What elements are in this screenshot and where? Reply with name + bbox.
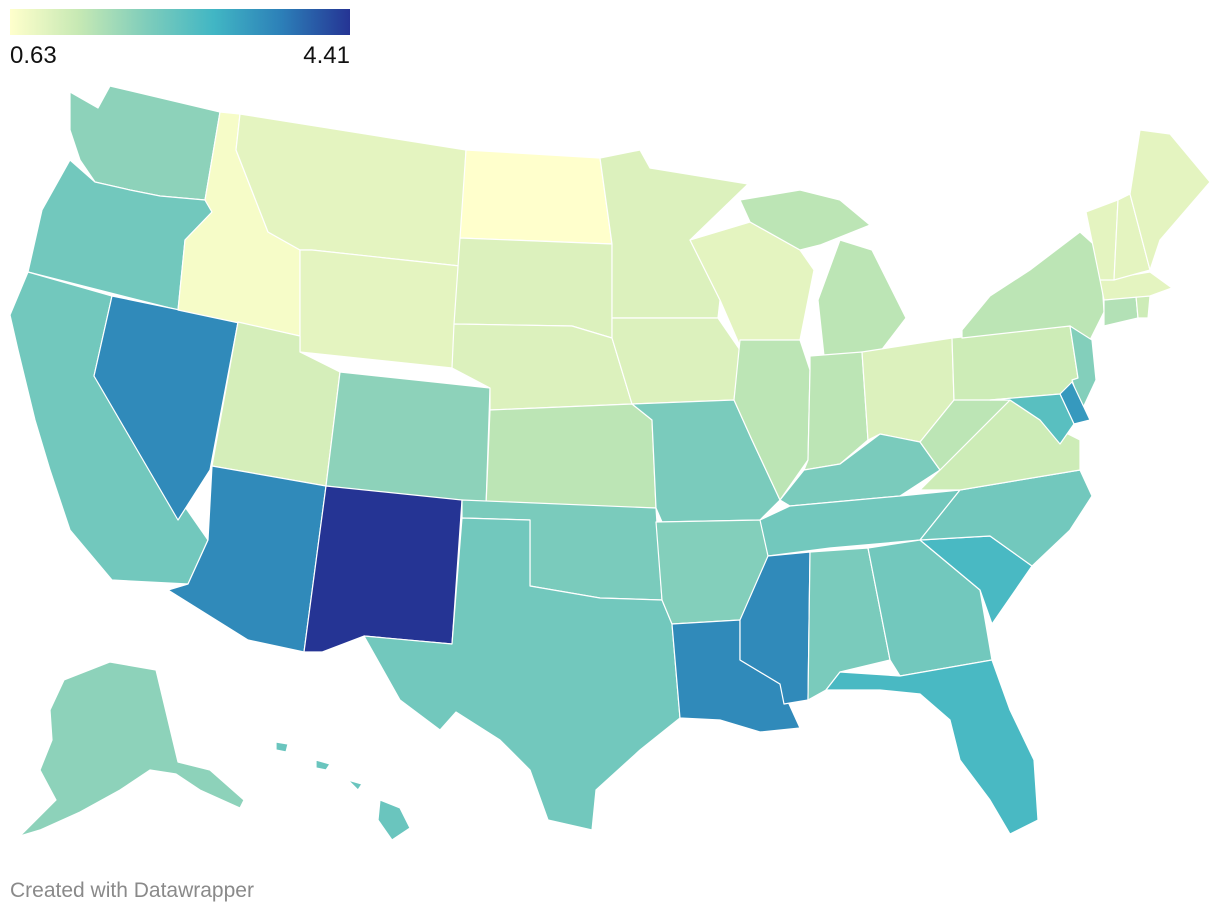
state-nm[interactable] <box>303 485 463 653</box>
state-md[interactable] <box>989 393 1075 445</box>
state-ri[interactable] <box>1135 295 1151 319</box>
legend-max-label: 4.41 <box>303 42 350 69</box>
state-ia[interactable] <box>611 317 741 405</box>
state-wy[interactable] <box>299 249 461 369</box>
us-choropleth-map <box>9 85 1211 841</box>
state-ks[interactable] <box>485 403 657 509</box>
footer-credit: Created with Datawrapper <box>10 879 254 902</box>
state-hi[interactable] <box>275 741 411 841</box>
state-me[interactable] <box>1129 129 1211 271</box>
state-sd[interactable] <box>453 237 613 339</box>
legend-gradient-bar <box>10 9 350 35</box>
state-ct[interactable] <box>1103 295 1139 327</box>
state-ny[interactable] <box>961 231 1105 341</box>
state-co[interactable] <box>325 371 491 507</box>
state-fl[interactable] <box>825 659 1039 835</box>
color-legend: 0.63 4.41 <box>10 9 350 70</box>
state-il[interactable] <box>733 339 811 501</box>
state-tx[interactable] <box>363 517 681 831</box>
state-ak[interactable] <box>19 661 245 837</box>
legend-min-label: 0.63 <box>10 42 57 69</box>
state-nd[interactable] <box>459 149 613 245</box>
